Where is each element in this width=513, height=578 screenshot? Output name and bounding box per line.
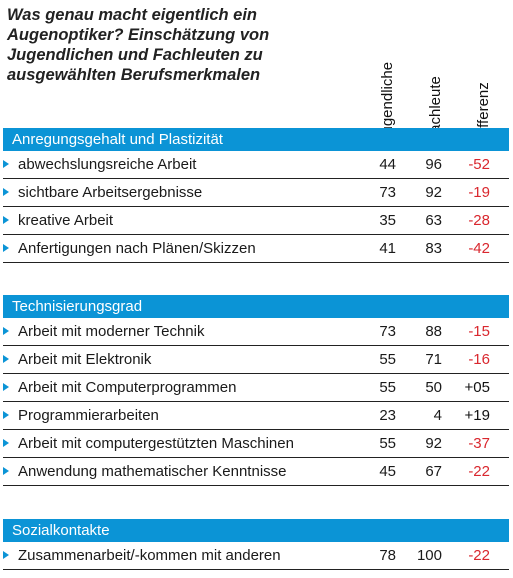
section-technisierungsgrad: Technisierungsgrad Arbeit mit moderner Te… — [3, 295, 509, 486]
table-row: Arbeit mit Elektronik 55 71 -16 — [3, 346, 509, 374]
bullet-arrow-icon — [3, 216, 9, 224]
table-row: Zusammenarbeit/-kommen mit anderen 78 100 -… — [3, 542, 509, 570]
bullet-arrow-icon — [3, 411, 9, 419]
row-label: Arbeit mit Elektronik — [18, 351, 152, 368]
row-label: Programmierarbeiten — [18, 407, 159, 424]
bullet-arrow-icon — [3, 467, 9, 475]
value-fachleute: 63 — [425, 212, 442, 229]
bullet-arrow-icon — [3, 160, 9, 168]
table-row: Programmierarbeiten 23 4 +19 — [3, 402, 509, 430]
bullet-arrow-icon — [3, 244, 9, 252]
bullet-arrow-icon — [3, 439, 9, 447]
value-jugendliche: 45 — [379, 463, 396, 480]
value-fachleute: 71 — [425, 351, 442, 368]
value-differenz: -52 — [468, 156, 490, 173]
value-jugendliche: 44 — [379, 156, 396, 173]
section-header: Sozialkontakte — [3, 519, 509, 542]
value-differenz: -16 — [468, 351, 490, 368]
bullet-arrow-icon — [3, 188, 9, 196]
table-row: abwechslungsreiche Arbeit 44 96 -52 — [3, 151, 509, 179]
table-row: Anfertigungen nach Plänen/Skizzen 41 83 -42 — [3, 235, 509, 263]
value-differenz: -15 — [468, 323, 490, 340]
table-row: Arbeit mit Computerprogrammen 55 50 +05 — [3, 374, 509, 402]
row-label: Arbeit mit Computerprogrammen — [18, 379, 237, 396]
row-label: abwechslungsreiche Arbeit — [18, 156, 197, 173]
value-fachleute: 4 — [433, 407, 442, 424]
value-fachleute: 83 — [425, 240, 442, 257]
table-row: sichtbare Arbeitsergebnisse 73 92 -19 — [3, 179, 509, 207]
value-fachleute: 92 — [425, 184, 442, 201]
value-jugendliche: 23 — [379, 407, 396, 424]
row-label: sichtbare Arbeitsergebnisse — [18, 184, 203, 201]
value-fachleute: 100 — [416, 547, 442, 564]
value-jugendliche: 73 — [379, 323, 396, 340]
table-title: Was genau macht eigentlich ein Augenopti… — [7, 6, 270, 84]
value-differenz: -42 — [468, 240, 490, 257]
value-differenz: -22 — [468, 547, 490, 564]
bullet-arrow-icon — [3, 383, 9, 391]
row-label: kreative Arbeit — [18, 212, 114, 229]
value-jugendliche: 35 — [379, 212, 396, 229]
table-row: kreative Arbeit 35 63 -28 — [3, 207, 509, 235]
value-fachleute: 96 — [425, 156, 442, 173]
bullet-arrow-icon — [3, 551, 9, 559]
section-anregungsgehalt: Anregungsgehalt und Plastizität abwechslu… — [3, 128, 509, 263]
value-jugendliche: 73 — [379, 184, 396, 201]
row-label: Arbeit mit moderner Technik — [18, 323, 205, 340]
value-differenz: +19 — [464, 407, 490, 424]
value-jugendliche: 55 — [379, 351, 396, 368]
value-differenz: -22 — [468, 463, 490, 480]
value-differenz: -28 — [468, 212, 490, 229]
section-header: Technisierungsgrad — [3, 295, 509, 318]
section-sozialkontakte: Sozialkontakte Zusammenarbeit/-kommen mit… — [3, 519, 509, 570]
value-differenz: -19 — [468, 184, 490, 201]
value-fachleute: 88 — [425, 323, 442, 340]
value-fachleute: 67 — [425, 463, 442, 480]
value-jugendliche: 78 — [379, 547, 396, 564]
value-fachleute: 92 — [425, 435, 442, 452]
value-differenz: -37 — [468, 435, 490, 452]
bullet-arrow-icon — [3, 355, 9, 363]
table-row: Arbeit mit moderner Technik 73 88 -15 — [3, 318, 509, 346]
table-row: Arbeit mit computergestützten Maschinen 5… — [3, 430, 509, 458]
row-label: Zusammenarbeit/-kommen mit anderen — [18, 547, 281, 564]
table-row: Anwendung mathematischer Kenntnisse 45 67 -… — [3, 458, 509, 486]
row-label: Anfertigungen nach Plänen/Skizzen — [18, 240, 256, 257]
bullet-arrow-icon — [3, 327, 9, 335]
value-fachleute: 50 — [425, 379, 442, 396]
value-differenz: +05 — [464, 379, 490, 396]
value-jugendliche: 41 — [379, 240, 396, 257]
value-jugendliche: 55 — [379, 379, 396, 396]
row-label: Arbeit mit computergestützten Maschinen — [18, 435, 294, 452]
value-jugendliche: 55 — [379, 435, 396, 452]
row-label: Anwendung mathematischer Kenntnisse — [18, 463, 287, 480]
section-header: Anregungsgehalt und Plastizität — [3, 128, 509, 151]
